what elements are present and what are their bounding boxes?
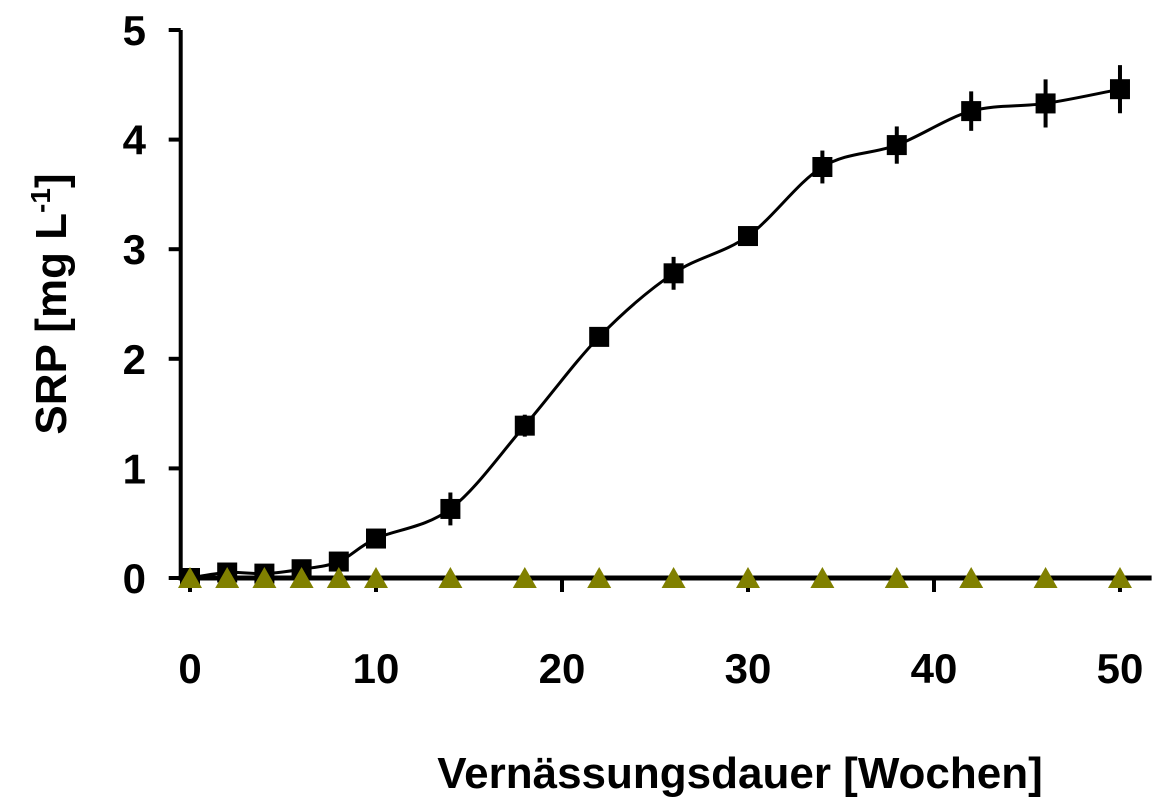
marker [961, 101, 981, 121]
marker [440, 499, 460, 519]
y-tick-label: 5 [123, 7, 146, 54]
marker [1036, 93, 1056, 113]
x-tick-label: 10 [353, 645, 400, 692]
x-tick-label: 40 [911, 645, 958, 692]
y-axis-label-part: SRP [mg L [27, 213, 76, 435]
y-tick-label: 3 [123, 226, 146, 273]
series-line [190, 89, 1120, 578]
marker [664, 263, 684, 283]
marker [887, 135, 907, 155]
y-axis-label: SRP [mg L-1] [25, 173, 76, 434]
x-tick-label: 20 [539, 645, 586, 692]
y-tick-label: 0 [123, 555, 146, 602]
y-tick-label: 2 [123, 336, 146, 383]
marker [812, 157, 832, 177]
x-tick-label: 0 [178, 645, 201, 692]
x-axis-label: Vernässungsdauer [Wochen] [437, 749, 1043, 798]
y-axis-label-sup: -1 [25, 188, 56, 213]
x-tick-label: 50 [1097, 645, 1144, 692]
marker [738, 226, 758, 246]
y-tick-label: 1 [123, 445, 146, 492]
chart: Vernässungsdauer [Wochen] SRP [mg L-1] 0… [0, 0, 1153, 801]
marker [515, 416, 535, 436]
marker [589, 327, 609, 347]
y-tick-label: 4 [123, 117, 147, 164]
marker [366, 529, 386, 549]
marker [1110, 79, 1130, 99]
y-axis-label-part: ] [27, 173, 76, 188]
x-tick-label: 30 [725, 645, 772, 692]
